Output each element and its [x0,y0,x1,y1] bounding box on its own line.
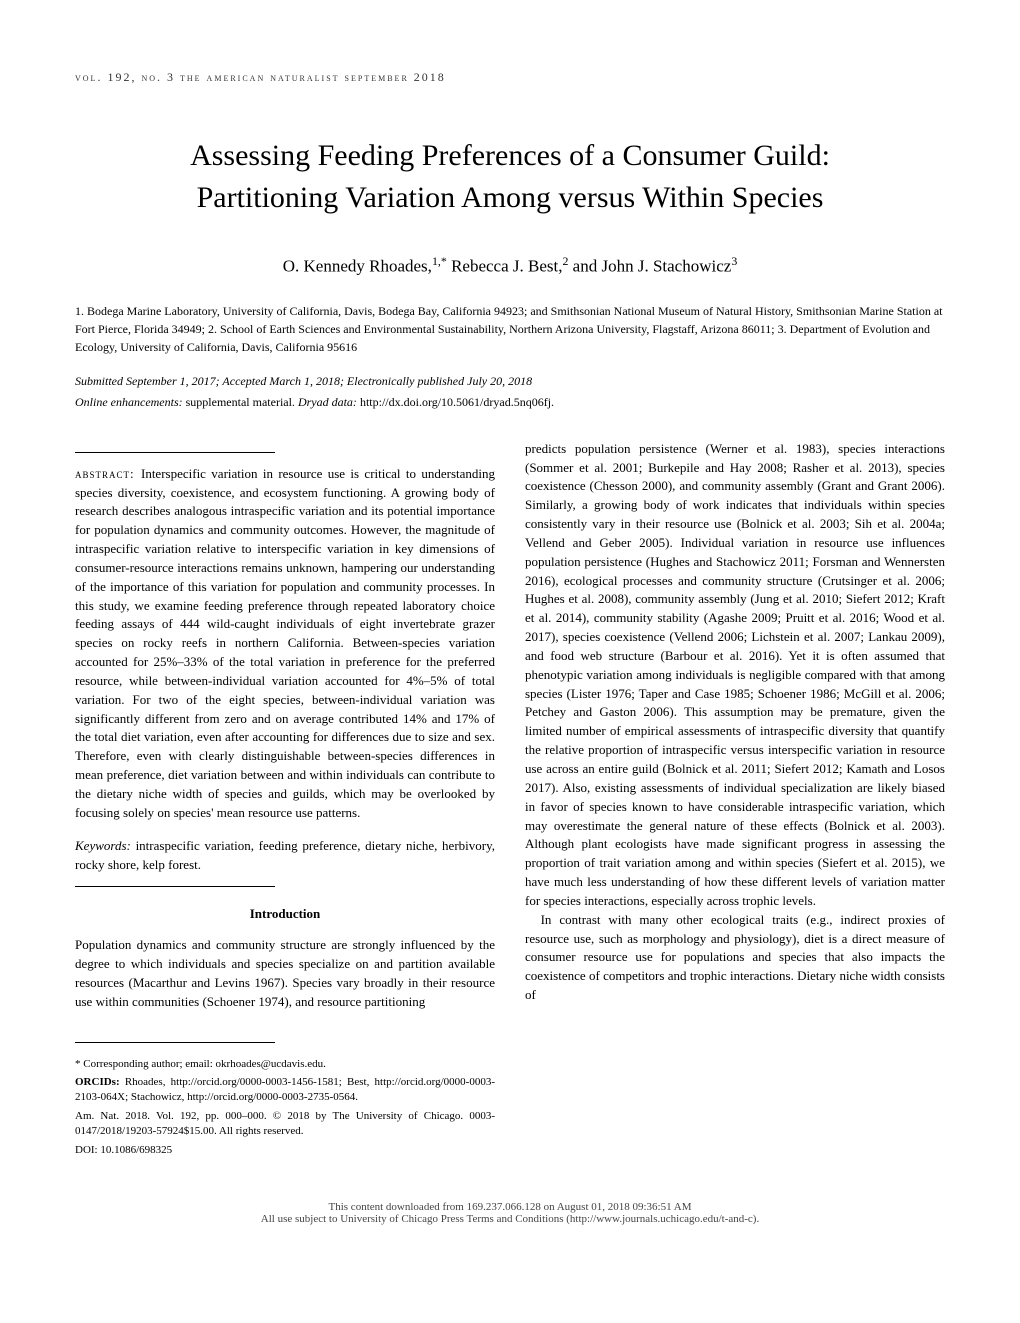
two-column-body: abstract: Interspecific variation in res… [75,440,945,1161]
author-2-sup: 2 [562,254,568,268]
intro-para-3: In contrast with many other ecological t… [525,911,945,1005]
abstract-label: abstract: [75,466,141,481]
online-enhancements: Online enhancements: supplemental materi… [75,395,945,410]
doi: DOI: 10.1086/698325 [75,1143,495,1158]
article-title: Assessing Feeding Preferences of a Consu… [75,135,945,219]
rule-before-footnotes [75,1042,275,1043]
dryad-url: http://dx.doi.org/10.5061/dryad.5nq06fj. [360,395,554,409]
introduction-heading: Introduction [75,905,495,924]
author-list: O. Kennedy Rhoades,1,* Rebecca J. Best,2… [75,254,945,277]
title-line2: Partitioning Variation Among versus With… [197,181,824,214]
intro-para-2: predicts population persistence (Werner … [525,440,945,911]
abstract-text: Interspecific variation in resource use … [75,466,495,820]
author-3-sup: 3 [731,254,737,268]
submission-info: Submitted September 1, 2017; Accepted Ma… [75,374,945,389]
footnotes: * Corresponding author; email: okrhoades… [75,1057,495,1158]
author-1: O. Kennedy Rhoades, [283,257,432,276]
orcids-label: ORCIDs: [75,1076,120,1088]
journal-copyright: Am. Nat. 2018. Vol. 192, pp. 000–000. © … [75,1109,495,1140]
author-2: Rebecca J. Best, [451,257,562,276]
keywords-label: Keywords: [75,838,131,853]
online-enhancements-label: Online enhancements: [75,395,183,409]
download-info: This content downloaded from 169.237.066… [75,1201,945,1213]
left-column: abstract: Interspecific variation in res… [75,440,495,1161]
title-line1: Assessing Feeding Preferences of a Consu… [190,139,830,172]
keywords: Keywords: intraspecific variation, feedi… [75,837,495,875]
orcids: ORCIDs: Rhoades, http://orcid.org/0000-0… [75,1075,495,1106]
rule-top-left [75,452,275,453]
online-enhancements-text: supplemental material. [186,395,298,409]
abstract: abstract: Interspecific variation in res… [75,465,495,823]
dryad-label: Dryad data: [298,395,357,409]
page-footer: This content downloaded from 169.237.066… [75,1201,945,1225]
terms-info: All use subject to University of Chicago… [75,1213,945,1225]
journal-header-line: vol. 192, no. 3 the american naturalist … [75,70,945,85]
keywords-text: intraspecific variation, feeding prefere… [75,838,495,872]
orcids-text: Rhoades, http://orcid.org/0000-0003-1456… [75,1076,495,1103]
affiliations: 1. Bodega Marine Laboratory, University … [75,302,945,356]
rule-after-keywords [75,886,275,887]
corresponding-author: * Corresponding author; email: okrhoades… [75,1057,495,1072]
right-column: predicts population persistence (Werner … [525,440,945,1161]
intro-para-1: Population dynamics and community struct… [75,936,495,1011]
author-1-sup: 1,* [432,254,447,268]
author-3: and John J. Stachowicz [573,257,732,276]
